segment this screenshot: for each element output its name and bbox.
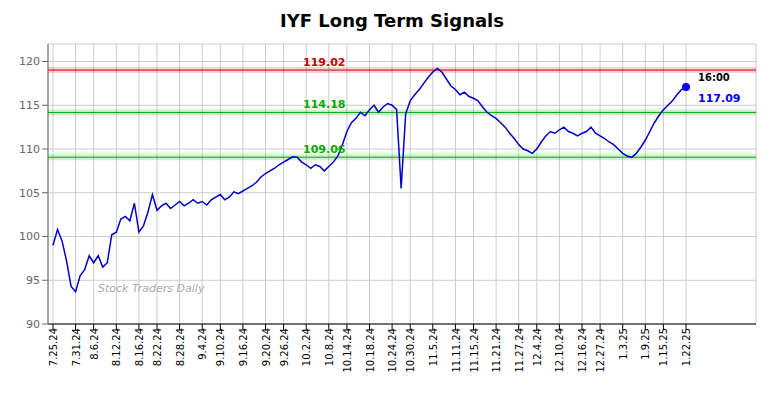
svg-text:109.06: 109.06 xyxy=(303,143,346,156)
svg-text:95: 95 xyxy=(26,274,40,287)
svg-text:12.27.24: 12.27.24 xyxy=(595,328,606,373)
svg-text:119.02: 119.02 xyxy=(303,56,345,69)
svg-text:11.5.24: 11.5.24 xyxy=(428,328,439,366)
svg-text:120: 120 xyxy=(19,55,40,68)
svg-text:117.09: 117.09 xyxy=(698,92,740,105)
svg-text:12.16.24: 12.16.24 xyxy=(577,328,588,373)
svg-text:115: 115 xyxy=(19,99,40,112)
html-text:Stock Traders Daily: Stock Traders Daily xyxy=(98,282,205,295)
svg-text:10.18.24: 10.18.24 xyxy=(365,328,376,373)
svg-text:90: 90 xyxy=(26,318,40,331)
svg-text:1.9.25: 1.9.25 xyxy=(640,328,651,360)
svg-text:9.16.24: 9.16.24 xyxy=(238,328,249,366)
svg-text:12.10.24: 12.10.24 xyxy=(555,328,566,373)
svg-text:10.24.24: 10.24.24 xyxy=(387,328,398,373)
svg-text:12.4.24: 12.4.24 xyxy=(532,328,543,366)
svg-text:1.15.25: 1.15.25 xyxy=(658,328,669,366)
svg-text:100: 100 xyxy=(19,230,40,243)
svg-text:8.22.24: 8.22.24 xyxy=(152,328,163,366)
svg-text:10.30.24: 10.30.24 xyxy=(405,328,416,373)
svg-text:10.2.24: 10.2.24 xyxy=(301,328,312,366)
svg-text:114.18: 114.18 xyxy=(303,98,345,111)
svg-text:16:00: 16:00 xyxy=(698,72,730,83)
svg-text:10.8.24: 10.8.24 xyxy=(324,328,335,366)
svg-text:8.12.24: 8.12.24 xyxy=(111,328,122,366)
svg-text:1.3.25: 1.3.25 xyxy=(618,328,629,360)
html-text:IYF Long Term Signals: IYF Long Term Signals xyxy=(280,10,504,31)
svg-text:8.6.24: 8.6.24 xyxy=(89,328,100,360)
svg-text:9.26.24: 9.26.24 xyxy=(279,328,290,366)
svg-text:10.14.24: 10.14.24 xyxy=(342,328,353,373)
svg-text:110: 110 xyxy=(19,143,40,156)
svg-text:105: 105 xyxy=(19,187,40,200)
svg-text:11.15.24: 11.15.24 xyxy=(469,328,480,373)
svg-text:8.16.24: 8.16.24 xyxy=(134,328,145,366)
svg-text:7.31.24: 7.31.24 xyxy=(71,328,82,366)
svg-text:9.10.24: 9.10.24 xyxy=(215,328,226,366)
svg-text:8.28.24: 8.28.24 xyxy=(175,328,186,366)
svg-text:9.4.24: 9.4.24 xyxy=(197,328,208,360)
svg-text:11.21.24: 11.21.24 xyxy=(491,328,502,373)
svg-text:11.27.24: 11.27.24 xyxy=(514,328,525,373)
svg-text:9.20.24: 9.20.24 xyxy=(261,328,272,366)
svg-text:11.11.24: 11.11.24 xyxy=(451,328,462,373)
svg-text:7.25.24: 7.25.24 xyxy=(48,328,59,366)
svg-text:1.22.25: 1.22.25 xyxy=(681,328,692,366)
